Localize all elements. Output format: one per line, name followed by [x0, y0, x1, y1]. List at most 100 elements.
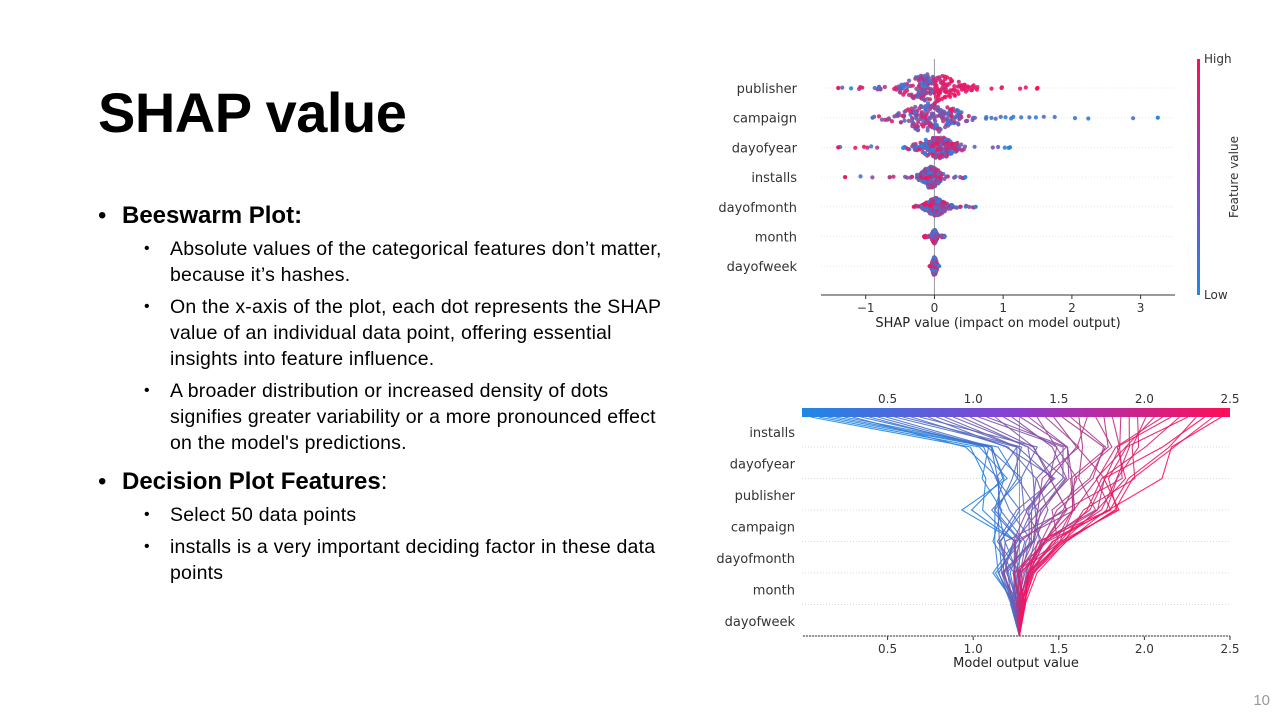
bullet-heading: Decision Plot Features: [122, 468, 381, 495]
sub-item: • installs is a very important deciding f…: [144, 536, 656, 584]
beeswarm-dot: [836, 85, 841, 91]
beeswarm-dot: [935, 126, 940, 132]
beeswarm-dot: [1086, 116, 1091, 121]
feature-label: dayofweek: [725, 615, 796, 630]
beeswarm-dot: [1041, 114, 1046, 119]
beeswarm-dot: [914, 86, 919, 91]
beeswarm-dot: [922, 151, 928, 156]
beeswarm-dot: [865, 145, 870, 150]
bullet-decision-plot: • Decision Plot Features:: [98, 466, 678, 498]
beeswarm-dot: [949, 107, 954, 112]
sub-item-text: A broader distribution or increased dens…: [170, 380, 656, 454]
beeswarm-dot: [872, 85, 877, 91]
beeswarm-dot: [973, 204, 978, 209]
beeswarm-dot: [993, 116, 998, 121]
beeswarm-dot: [932, 228, 937, 233]
beeswarm-dot: [945, 105, 950, 110]
beeswarm-dot: [944, 116, 949, 121]
sub-item: • A broader distribution or increased den…: [144, 380, 656, 454]
beeswarm-row-dayofweek: [927, 255, 942, 277]
top-tick-label: 2.5: [1220, 392, 1239, 406]
beeswarm-dot: [948, 94, 953, 99]
beeswarm-dot: [935, 232, 940, 237]
beeswarm-dot: [944, 174, 949, 179]
beeswarm-dot: [955, 89, 960, 94]
beeswarm-dot: [962, 82, 967, 88]
beeswarm-dot: [915, 128, 920, 133]
beeswarm-dot: [953, 147, 958, 152]
bullet-dot: •: [98, 202, 107, 229]
beeswarm-dot: [942, 200, 947, 205]
beeswarm-dot: [860, 85, 865, 90]
beeswarm-dot: [983, 116, 989, 121]
beeswarm-dot: [917, 147, 922, 152]
x-tick-label: 2: [1068, 301, 1076, 315]
beeswarm-dot: [1019, 115, 1024, 120]
beeswarm-dot: [1023, 85, 1028, 90]
beeswarm-dot: [963, 175, 968, 180]
sub-item: • Select 50 data points: [144, 504, 357, 526]
beeswarm-dot: [1027, 115, 1032, 120]
beeswarm-dot: [923, 106, 928, 111]
top-tick-label: 1.5: [1049, 392, 1068, 406]
beeswarm-row-campaign: [870, 101, 1160, 134]
decision-line: [1012, 416, 1078, 637]
colorbar-title: Feature value: [1227, 136, 1241, 218]
beeswarm-dot: [962, 87, 967, 92]
feature-label: campaign: [731, 521, 795, 536]
beeswarm-dot: [943, 77, 948, 82]
slide-title: SHAP value: [98, 81, 407, 144]
decision-line: [1017, 416, 1206, 637]
beeswarm-dot: [940, 116, 945, 121]
beeswarm-dot: [950, 203, 955, 208]
feature-label: installs: [751, 171, 797, 186]
beeswarm-dot: [954, 141, 959, 146]
beeswarm-dot: [972, 115, 977, 120]
beeswarm-dot: [928, 184, 933, 190]
beeswarm-dot: [909, 106, 914, 111]
beeswarm-dot: [861, 144, 867, 149]
beeswarm-row-month: [922, 228, 947, 246]
beeswarm-dot: [1035, 85, 1040, 91]
beeswarm-dot: [948, 91, 953, 96]
beeswarm-dot: [922, 234, 927, 239]
beeswarm-dot: [891, 174, 896, 179]
decision-line: [1003, 416, 1058, 637]
beeswarm-dot: [1033, 115, 1038, 120]
beeswarm-dot: [1018, 86, 1023, 91]
beeswarm-dot: [922, 179, 927, 184]
beeswarm-dot: [965, 118, 970, 123]
beeswarm-dot: [911, 204, 916, 209]
beeswarm-dot: [966, 85, 971, 90]
decision-lines: [810, 416, 1222, 637]
beeswarm-dot: [937, 208, 942, 213]
beeswarm-dot: [928, 103, 933, 108]
beeswarm-dot: [996, 144, 1001, 150]
beeswarm-row-installs: [843, 164, 968, 190]
beeswarm-dot: [942, 234, 947, 239]
beeswarm-dot: [930, 180, 935, 185]
beeswarm-dot: [925, 145, 930, 150]
beeswarm-dot: [927, 79, 932, 84]
beeswarm-dot: [879, 117, 885, 122]
beeswarm-dot: [945, 83, 950, 88]
beeswarm-dot: [923, 115, 928, 120]
beeswarm-dot: [901, 114, 906, 119]
beeswarm-dot: [912, 145, 917, 150]
beeswarm-dot: [1072, 116, 1078, 121]
beeswarm-dot: [940, 204, 945, 209]
beeswarm-dot: [947, 146, 952, 151]
beeswarm-dot: [953, 205, 958, 210]
beeswarm-dot: [944, 143, 949, 148]
x-tick-label: 1: [999, 301, 1007, 315]
beeswarm-dot: [924, 119, 929, 124]
beeswarm-dot: [928, 211, 933, 216]
feature-label: month: [753, 584, 795, 599]
beeswarm-dot: [989, 86, 994, 91]
beeswarm-dot: [922, 73, 927, 79]
beeswarm-dot: [914, 172, 920, 177]
beeswarm-dot: [858, 174, 863, 179]
beeswarm-dot: [914, 116, 919, 121]
beeswarm-dot: [906, 118, 911, 123]
